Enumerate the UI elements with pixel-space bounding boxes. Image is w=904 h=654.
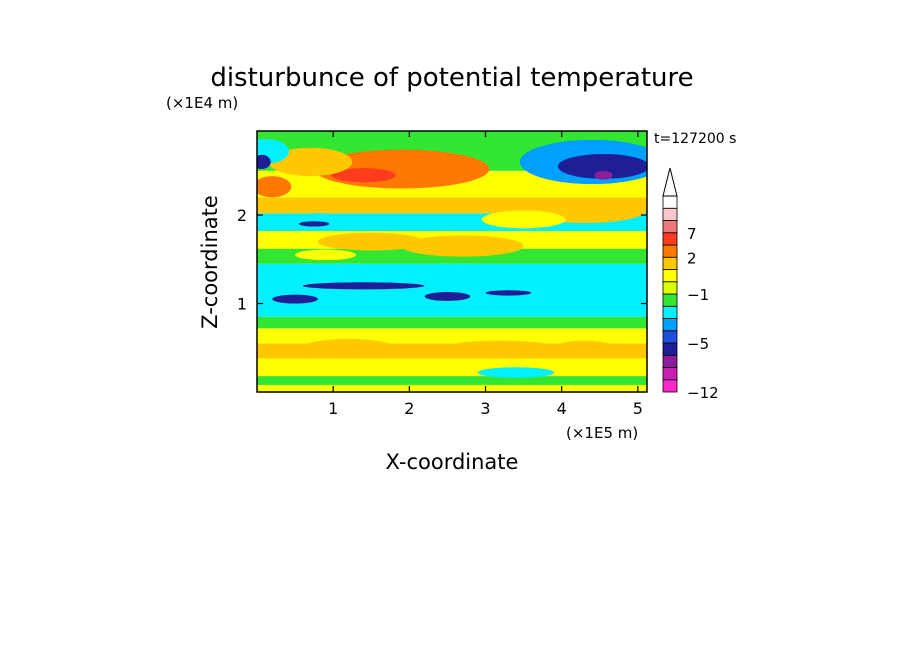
contour-cell-16	[302, 282, 425, 290]
contour-cell-23	[477, 367, 555, 378]
contour-cell-10	[481, 210, 566, 229]
plot-frame	[256, 130, 648, 393]
contour-cell-2	[268, 147, 353, 177]
contour-cell-1	[331, 168, 396, 183]
contour-cell-8	[594, 170, 613, 180]
colorbar-swatch-15	[662, 195, 678, 209]
colorbar-label-0: −12	[687, 384, 719, 402]
colorbar-swatch-5	[662, 318, 678, 332]
colorbar-swatch-12	[662, 232, 678, 246]
colorbar-label-4: 7	[687, 225, 697, 243]
contour-cell-15	[295, 249, 357, 261]
x-unit-label: (×1E5 m)	[566, 424, 638, 442]
contour-cell-18	[485, 290, 532, 296]
colorbar-swatch-10	[662, 256, 678, 270]
colorbar-swatch-3	[662, 342, 678, 356]
colorbar-label-1: −5	[687, 335, 709, 353]
x-tick-label-5: 5	[633, 399, 643, 418]
colorbar-swatch-8	[662, 281, 678, 295]
colorbar: −12−5−127	[662, 167, 719, 402]
contour-cell-5	[257, 176, 292, 198]
time-label: t=127200 s	[654, 131, 736, 147]
contour-cell-4	[257, 154, 271, 170]
contour-plot-area	[257, 131, 647, 392]
contour-cell-14	[401, 235, 524, 257]
chart-title: disturbunce of potential temperature	[210, 63, 693, 93]
colorbar-swatch-14	[662, 207, 678, 221]
x-tick-label-4: 4	[557, 399, 567, 418]
y-tick-label-2: 2	[237, 206, 247, 225]
contour-cell-22	[554, 340, 616, 355]
contour-band-5	[257, 316, 647, 329]
colorbar-extend-arrow	[662, 167, 678, 197]
colorbar-swatch-2	[662, 354, 678, 368]
colorbar-swatch-7	[662, 293, 678, 307]
y-tick-label-1: 1	[237, 295, 247, 314]
x-axis-label: X-coordinate	[386, 450, 519, 474]
contour-cell-21	[439, 340, 562, 359]
contour-cell-7	[557, 154, 647, 179]
contour-cell-20	[302, 338, 395, 357]
colorbar-swatch-11	[662, 244, 678, 258]
y-unit-label: (×1E4 m)	[166, 94, 238, 112]
contour-cell-12	[298, 221, 330, 227]
contour-band-1	[257, 376, 647, 385]
x-tick-label-1: 1	[328, 399, 338, 418]
colorbar-swatch-9	[662, 269, 678, 283]
contour-cell-17	[424, 292, 471, 301]
contour-band-2	[257, 358, 647, 377]
axes: 1 2 3 4 5 1 2	[237, 131, 647, 418]
contour-band-6	[257, 263, 647, 317]
colorbar-swatch-4	[662, 330, 678, 344]
contour-cell-19	[272, 294, 318, 304]
colorbar-swatch-13	[662, 220, 678, 234]
colorbar-label-2: −1	[687, 286, 709, 304]
colorbar-swatch-1	[662, 367, 678, 381]
contour-band-0	[257, 384, 647, 392]
colorbar-swatch-0	[662, 379, 678, 393]
contour-cell-13	[317, 232, 425, 251]
y-axis-label: Z-coordinate	[198, 195, 222, 329]
colorbar-swatch-6	[662, 305, 678, 319]
colorbar-label-3: 2	[687, 249, 697, 267]
x-tick-label-2: 2	[404, 399, 414, 418]
x-tick-label-3: 3	[480, 399, 490, 418]
